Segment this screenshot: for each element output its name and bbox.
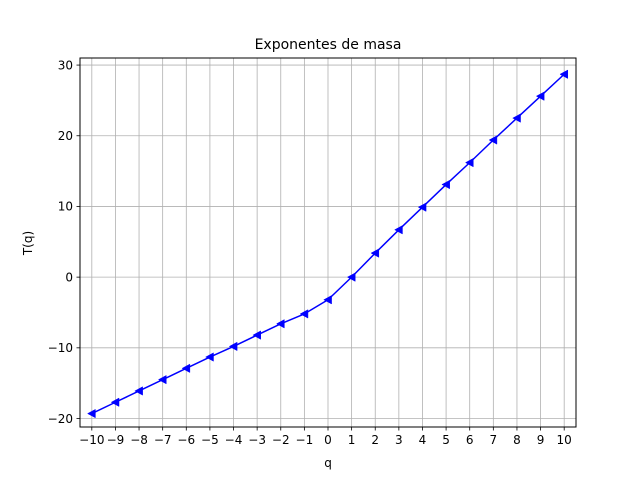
data-point-marker xyxy=(559,69,569,79)
series-layer xyxy=(87,69,569,419)
x-tick-label: −2 xyxy=(272,433,290,447)
x-tick-label: 1 xyxy=(348,433,356,447)
y-tick-label: 30 xyxy=(58,58,73,72)
data-point-marker xyxy=(512,113,521,123)
y-tick-label: 20 xyxy=(58,129,73,143)
y-tick-label: −10 xyxy=(48,341,73,355)
y-tick-label: 0 xyxy=(65,270,73,284)
data-point-marker xyxy=(157,375,167,385)
x-tick-label: 2 xyxy=(371,433,379,447)
x-tick-label: −10 xyxy=(79,433,104,447)
x-tick-label: 7 xyxy=(490,433,498,447)
data-point-marker xyxy=(488,135,498,145)
data-point-marker xyxy=(441,179,450,190)
x-tick-label: 9 xyxy=(537,433,545,447)
x-tick-label: 8 xyxy=(513,433,521,447)
x-tick-label: −7 xyxy=(154,433,172,447)
y-axis-ticks: −20 −10 0 10 20 30 xyxy=(48,58,80,426)
x-tick-label: −9 xyxy=(107,433,125,447)
data-point-marker xyxy=(346,272,356,282)
x-tick-label: −1 xyxy=(296,433,314,447)
data-point-marker xyxy=(110,397,120,407)
data-point-marker xyxy=(394,225,403,235)
x-tick-label: −5 xyxy=(201,433,219,447)
y-tick-label: 10 xyxy=(58,200,73,214)
data-point-marker xyxy=(299,309,309,319)
data-point-marker xyxy=(535,91,545,101)
data-point-marker xyxy=(87,408,96,419)
x-tick-label: −6 xyxy=(177,433,195,447)
x-tick-label: −3 xyxy=(248,433,266,447)
grid xyxy=(80,58,576,427)
chart-title: Exponentes de masa xyxy=(255,37,402,53)
x-tick-label: −4 xyxy=(225,433,243,447)
y-axis-label: T(q) xyxy=(21,231,35,256)
x-tick-label: 10 xyxy=(557,433,572,447)
x-axis-ticks: −10 −9 −8 −7 −6 −5 −4 −3 −2 −1 0 1 2 3 4 5 6 7 8 9 10 xyxy=(79,427,572,447)
x-tick-label: 0 xyxy=(324,433,332,447)
data-point-marker xyxy=(228,341,238,352)
data-point-marker xyxy=(323,295,332,305)
data-point-marker xyxy=(370,248,380,258)
x-tick-label: 5 xyxy=(442,433,450,447)
data-point-marker xyxy=(205,352,214,362)
x-axis-label: q xyxy=(324,456,332,470)
data-point-marker xyxy=(276,319,285,329)
x-tick-label: −8 xyxy=(130,433,148,447)
x-tick-label: 3 xyxy=(395,433,403,447)
data-point-marker xyxy=(417,202,427,212)
x-tick-label: 6 xyxy=(466,433,474,447)
y-tick-label: −20 xyxy=(48,412,73,426)
data-point-marker xyxy=(134,386,143,396)
x-tick-label: 4 xyxy=(419,433,427,447)
data-point-marker xyxy=(252,330,261,340)
data-point-marker xyxy=(181,363,191,373)
data-point-marker xyxy=(464,158,474,168)
